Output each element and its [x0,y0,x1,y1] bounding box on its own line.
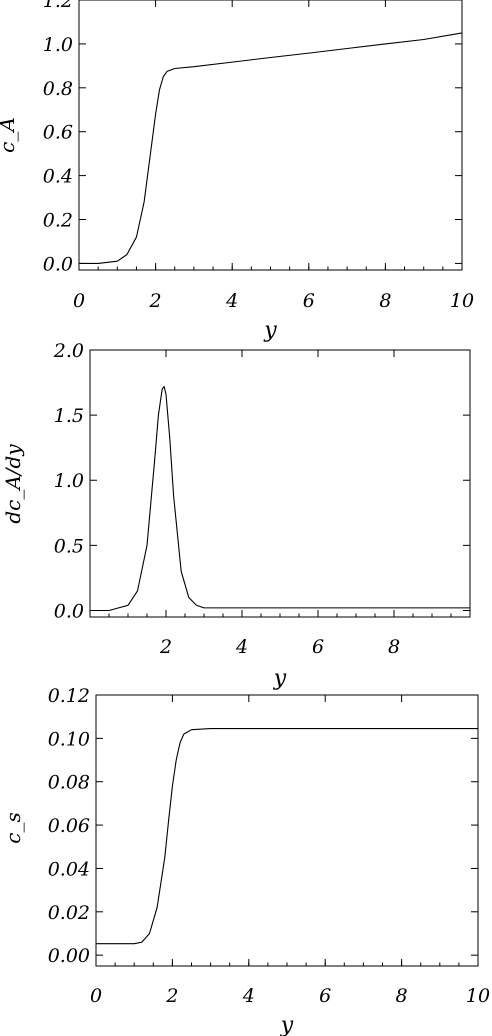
chart-panel-2: 0.0 0.5 1.0 1.5 2.0 2 4 6 8 y dc_A/dy [1,340,471,691]
x-tick-label: 4 [235,636,248,658]
x-tick-label: 2 [149,290,162,312]
y-tick-label: 1.0 [54,470,84,492]
x-tick-label: 6 [319,985,331,1007]
series-line-1 [79,32,463,264]
x-axis-label: y [273,666,287,691]
y-tick-label: 0.10 [48,728,90,750]
x-tick-label: 8 [388,636,400,658]
y-tick-label: 0.04 [48,858,90,880]
y-tick-label: 1.5 [54,405,84,427]
series-line-1 [96,728,478,945]
x-tick-label: 6 [312,636,324,658]
y-tick-label: 0.0 [54,600,84,622]
y-axis-label: c_s [1,812,25,843]
x-axis-label: y [263,318,277,343]
y-axis-label: dc_A/dy [1,444,25,524]
x-tick-label: 2 [165,985,178,1007]
y-tick-label: 2.0 [53,340,84,362]
y-tick-label: 1.2 [43,0,73,12]
x-tick-label: 2 [159,636,172,658]
plot-frame [78,0,463,271]
x-tick-label: 6 [303,290,315,312]
y-tick-label: 0.08 [48,772,90,794]
plot-frame [89,349,471,618]
x-tick-label: 10 [466,985,490,1007]
x-tick-label: 0 [73,290,85,312]
x-axis-label: y [280,1013,294,1036]
y-tick-label: 0.00 [48,945,90,967]
y-tick-label: 0.5 [54,535,84,557]
x-tick-label: 4 [225,290,238,312]
y-tick-label: 0.06 [48,815,90,837]
y-tick-label: 0.02 [48,902,90,924]
x-tick-label: 4 [242,985,255,1007]
y-tick-label: 0.6 [43,122,73,144]
y-axis-label: c_A [0,117,19,153]
plot-frame [95,694,479,967]
x-tick-label: 0 [90,985,102,1007]
y-tick-label: 1.0 [43,34,73,56]
series-line-1 [90,385,470,612]
y-tick-label: 0.0 [43,253,73,275]
y-tick-label: 0.8 [43,78,73,100]
chart-panel-3: 0.00 0.02 0.04 0.06 0.08 0.10 0.12 0 2 4 6 8 10 y c_s [1,685,490,1036]
y-tick-label: 0.12 [48,685,90,707]
x-tick-label: 10 [450,290,474,312]
y-tick-label: 0.4 [43,166,73,188]
x-tick-label: 8 [396,985,408,1007]
chart-panel-1: 0.0 0.2 0.4 0.6 0.8 1.0 1.2 0 2 4 6 8 10 y c_A [0,0,474,343]
y-tick-label: 0.2 [43,210,73,232]
x-tick-label: 8 [379,290,391,312]
